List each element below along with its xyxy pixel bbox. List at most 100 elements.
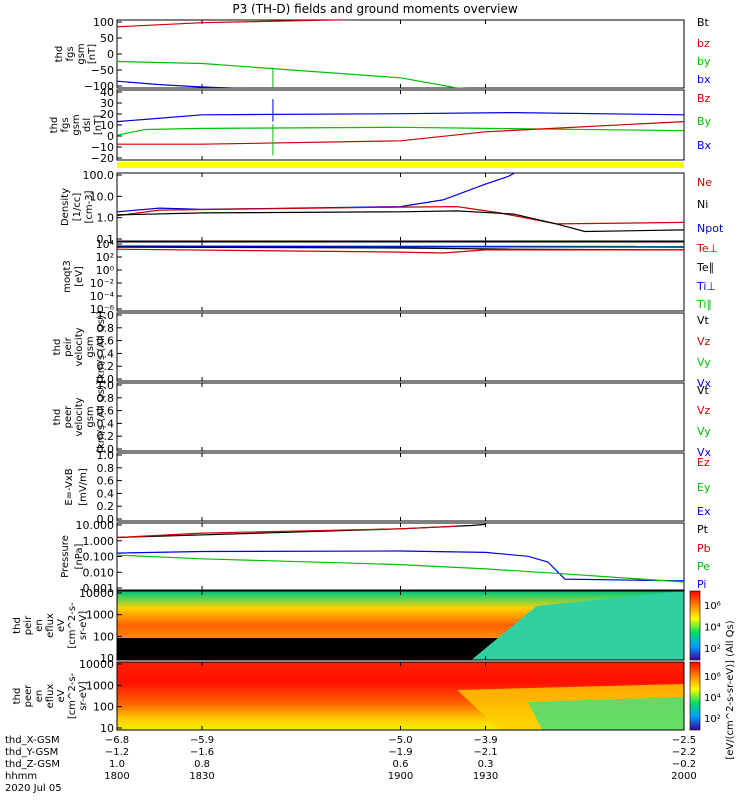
legend-Vx: Vx xyxy=(697,377,712,390)
y-axis-label: thd xyxy=(52,409,63,426)
x-row-value: −6.8 xyxy=(105,735,129,746)
series-group xyxy=(117,245,684,254)
panel-frame-efield xyxy=(116,452,685,522)
colorbar-tick-peer_eflux: 10⁴ xyxy=(704,693,721,704)
panel-pressure xyxy=(116,522,685,591)
legend-Vx: Vx xyxy=(697,446,712,459)
y-tick-label: 0.010 xyxy=(83,566,115,579)
legend-Bx: Bx xyxy=(697,139,712,152)
x-row-value: −5.0 xyxy=(388,735,412,746)
y-axis-label: thd xyxy=(54,46,65,63)
legend-bx: bx xyxy=(697,73,711,86)
y-axis-label: thd xyxy=(52,339,63,356)
legend-Ey: Ey xyxy=(697,481,711,494)
legend-Bz: Bz xyxy=(697,92,711,105)
y-axis-label: thd xyxy=(12,617,23,634)
y-tick-label: −100 xyxy=(84,80,114,93)
colorbar-peer_eflux xyxy=(689,661,701,731)
y-tick-label: 0.2 xyxy=(97,500,115,513)
date-label: 2020 Jul 05 xyxy=(5,783,62,794)
legend-Pi: Pi xyxy=(697,578,706,591)
series-line-by xyxy=(117,60,468,88)
series-line-Te⊥ xyxy=(117,248,684,254)
series-line-Bx xyxy=(117,111,684,123)
series-line-By xyxy=(117,126,684,136)
colorbar-tick-peer_eflux: 10² xyxy=(704,714,721,725)
legend-Vz: Vz xyxy=(697,335,711,348)
y-axis-label: gsm xyxy=(76,43,87,64)
legend-Ex: Ex xyxy=(697,505,711,518)
legend-Pe: Pe xyxy=(697,560,710,573)
legend-Te∥: Te∥ xyxy=(696,261,714,274)
colorbar-tick-peer_eflux: 10⁶ xyxy=(704,672,721,683)
series-line-bz xyxy=(117,20,362,28)
x-row-value: −3.9 xyxy=(473,735,497,746)
legend-bz: bz xyxy=(697,37,710,50)
y-axis-label: [cm^2-s- xyxy=(67,602,78,649)
x-row-value: 1800 xyxy=(104,771,129,782)
y-axis-label: sr-eV] xyxy=(78,681,89,710)
series-line-Bz xyxy=(117,121,684,145)
panel-density xyxy=(116,172,685,242)
x-row-value: 1930 xyxy=(473,771,498,782)
y-axis-label: velocity xyxy=(74,327,85,366)
y-axis-label: gsm xyxy=(85,406,96,427)
legend-Vy: Vy xyxy=(697,425,711,438)
y-tick-label: 1.000 xyxy=(83,535,115,548)
panel-peer_eflux xyxy=(116,661,701,731)
legend-Ez: Ez xyxy=(697,456,710,469)
x-row-value: 0.3 xyxy=(478,759,494,770)
series-line-Ti⊥ xyxy=(117,245,684,248)
series-group xyxy=(117,523,684,583)
y-tick-label: 10² xyxy=(96,251,114,264)
y-axis-label: thd xyxy=(12,688,23,705)
legend-Ti∥: Ti∥ xyxy=(696,298,712,311)
y-axis-label: peir xyxy=(23,615,34,635)
y-tick-label: 50 xyxy=(100,32,114,45)
y-axis-label: fgs xyxy=(65,46,76,61)
x-row-label: thd_Z-GSM xyxy=(5,759,60,770)
x-row-value: −5.9 xyxy=(190,735,214,746)
y-tick-label: 0.001 xyxy=(83,582,115,595)
panel-peer_velocity xyxy=(116,382,685,452)
x-row-label: thd_Y-GSM xyxy=(5,747,58,758)
legend-Te⊥: Te⊥ xyxy=(696,242,718,255)
y-tick-label: 0.4 xyxy=(97,347,115,360)
y-tick-label: 1.0 xyxy=(97,379,115,392)
y-tick-label: 0.4 xyxy=(97,417,115,430)
y-axis-label: gsm xyxy=(85,336,96,357)
y-tick-label: 0.4 xyxy=(97,487,115,500)
x-row-value: −1.9 xyxy=(388,747,412,758)
y-tick-label: 10⁻⁴ xyxy=(90,290,115,303)
y-tick-label: 0.0 xyxy=(97,443,115,456)
x-row-value: −1.6 xyxy=(190,747,214,758)
y-axis-label: [mV/m] xyxy=(78,468,89,506)
y-tick-label: 0.6 xyxy=(97,405,115,418)
x-row-value: −2.2 xyxy=(672,747,696,758)
panel-fgs_gsm xyxy=(116,19,685,89)
y-tick-label: −10 xyxy=(91,141,114,154)
y-tick-label: 30 xyxy=(100,97,114,110)
y-tick-label: 40 xyxy=(100,86,114,99)
y-tick-label: 10⁻² xyxy=(90,277,114,290)
legend-Vt: Vt xyxy=(697,384,710,397)
y-tick-label: 10000 xyxy=(79,587,114,600)
y-axis-label: E=-VxB xyxy=(64,468,75,505)
y-axis-label: eflux xyxy=(45,613,56,638)
y-axis-label: [eV] xyxy=(74,266,85,287)
x-row-value: 0.8 xyxy=(194,759,210,770)
x-row-value: −2.1 xyxy=(473,747,497,758)
legend-Vz: Vz xyxy=(697,404,711,417)
y-axis-label: [km/s (All Qs)] xyxy=(96,311,107,383)
y-tick-label: 20 xyxy=(100,108,114,121)
series-line-Ti∥ xyxy=(117,245,684,247)
y-axis-label: en xyxy=(34,619,45,632)
y-tick-label: 10 xyxy=(100,119,114,132)
data-quality-bar xyxy=(117,162,684,168)
y-axis-label: en xyxy=(34,690,45,703)
x-row-value: 0.6 xyxy=(393,759,409,770)
y-tick-label: 10.000 xyxy=(76,519,115,532)
panel-frame-peir_velocity xyxy=(116,312,685,382)
series-line-Ni xyxy=(117,210,684,233)
